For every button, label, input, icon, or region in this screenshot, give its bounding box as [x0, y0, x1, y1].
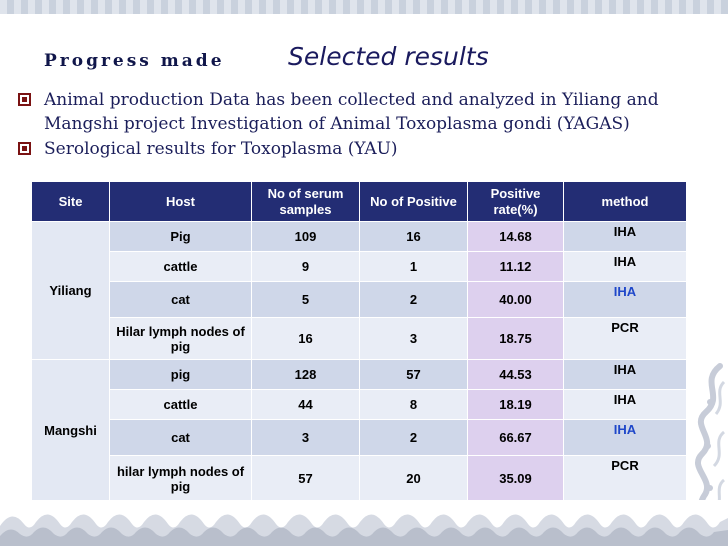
site-cell: Mangshi [31, 359, 110, 502]
positive-cell: 3 [359, 317, 468, 360]
positive-cell: 57 [359, 359, 468, 390]
method-cell: IHA [563, 359, 687, 390]
samples-cell: 109 [251, 221, 360, 252]
dragon-ornament-icon [695, 363, 726, 522]
section-title: Progress made [44, 51, 225, 71]
method-cell: IHA [563, 389, 687, 420]
rate-cell: 35.09 [467, 455, 564, 502]
host-cell: cat [109, 281, 252, 318]
positive-cell: 1 [359, 251, 468, 282]
positive-cell: 16 [359, 221, 468, 252]
header-host: Host [109, 181, 252, 222]
rate-cell: 14.68 [467, 221, 564, 252]
host-cell: cattle [109, 251, 252, 282]
table-row: cattle 9 1 11.12 IHA [32, 251, 687, 282]
method-cell: IHA [563, 281, 687, 318]
wave-decoration-icon [0, 500, 728, 546]
table-row: cat 3 2 66.67 IHA [32, 419, 687, 456]
host-cell: Pig [109, 221, 252, 252]
method-cell: PCR [563, 455, 687, 502]
method-cell: IHA [563, 221, 687, 252]
samples-cell: 5 [251, 281, 360, 318]
square-bullet-icon [18, 142, 31, 155]
samples-cell: 3 [251, 419, 360, 456]
samples-cell: 57 [251, 455, 360, 502]
rate-cell: 66.67 [467, 419, 564, 456]
slide-title: Selected results [288, 42, 489, 71]
positive-cell: 2 [359, 419, 468, 456]
table-row: cattle 44 8 18.19 IHA [32, 389, 687, 420]
header-method: method [563, 181, 687, 222]
bullet-item: Animal production Data has been collecte… [16, 88, 720, 136]
table-row: Mangshi pig 128 57 44.53 IHA [31, 359, 687, 502]
square-bullet-icon [18, 93, 31, 106]
method-cell: IHA [563, 251, 687, 282]
header-rate: Positive rate(%) [467, 181, 564, 222]
site-cell: Yiliang [31, 221, 110, 360]
table-header-row: Site Host No of serum samples No of Posi… [31, 181, 687, 222]
positive-cell: 20 [359, 455, 468, 502]
bullet-text: Serological results for Toxoplasma (YAU) [44, 139, 398, 159]
samples-cell: 16 [251, 317, 360, 360]
host-cell: hilar lymph nodes of pig [109, 455, 252, 502]
table-row: Hilar lymph nodes of pig 16 3 18.75 PCR [32, 317, 687, 360]
rate-cell: 11.12 [467, 251, 564, 282]
header-positive: No of Positive [359, 181, 468, 222]
rate-cell: 18.75 [467, 317, 564, 360]
results-table: Site Host No of serum samples No of Posi… [31, 181, 687, 502]
samples-cell: 44 [251, 389, 360, 420]
host-cell: Hilar lymph nodes of pig [109, 317, 252, 360]
positive-cell: 8 [359, 389, 468, 420]
bullet-text: Animal production Data has been collecte… [44, 90, 659, 134]
host-cell: cat [109, 419, 252, 456]
method-cell: PCR [563, 317, 687, 360]
bullet-list: Animal production Data has been collecte… [16, 88, 720, 162]
top-decorative-band [0, 0, 728, 14]
host-cell: pig [109, 359, 252, 390]
table-row: hilar lymph nodes of pig 57 20 35.09 PCR [32, 455, 687, 502]
positive-cell: 2 [359, 281, 468, 318]
table-row: cat 5 2 40.00 IHA [32, 281, 687, 318]
header-site: Site [31, 181, 110, 222]
host-cell: cattle [109, 389, 252, 420]
table-row: Yiliang Pig 109 16 14.68 IHA [31, 221, 687, 360]
bullet-item: Serological results for Toxoplasma (YAU) [16, 137, 720, 161]
samples-cell: 9 [251, 251, 360, 282]
rate-cell: 44.53 [467, 359, 564, 390]
method-cell: IHA [563, 419, 687, 456]
header-samples: No of serum samples [251, 181, 360, 222]
rate-cell: 40.00 [467, 281, 564, 318]
rate-cell: 18.19 [467, 389, 564, 420]
samples-cell: 128 [251, 359, 360, 390]
